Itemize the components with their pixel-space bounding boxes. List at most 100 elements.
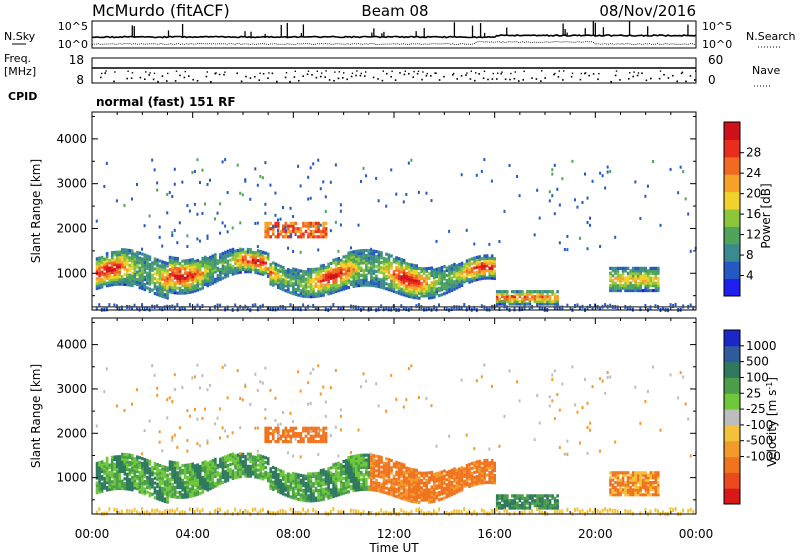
power-cell — [95, 219, 98, 223]
power-cell — [410, 285, 413, 289]
power-cell — [241, 260, 245, 264]
power-cell — [629, 281, 632, 285]
power-cell — [551, 194, 554, 198]
power-cell — [294, 290, 298, 294]
power-cell — [641, 266, 645, 270]
velocity-cell — [251, 460, 255, 464]
velocity-cell — [123, 467, 127, 471]
velocity-cell — [287, 429, 290, 433]
power-cell — [309, 290, 313, 294]
power-cell — [118, 277, 122, 281]
velocity-cell — [344, 468, 348, 473]
nave-point — [672, 74, 674, 77]
power-cell — [209, 272, 212, 277]
power-cell — [246, 252, 250, 257]
power-cell — [329, 291, 333, 295]
power-cell — [274, 307, 277, 312]
velocity-cell — [344, 464, 348, 468]
velocity-cell — [458, 481, 461, 486]
power-cell — [163, 261, 167, 265]
power-cell — [239, 270, 242, 274]
nave-point — [166, 80, 168, 82]
velocity-cell — [183, 488, 187, 492]
power-cell — [541, 290, 544, 294]
velocity-cell — [450, 468, 454, 472]
power-cell — [259, 269, 262, 273]
velocity-cell — [322, 478, 325, 482]
power-cell — [193, 264, 197, 268]
velocity-cell — [181, 481, 184, 485]
power-cell — [377, 199, 380, 203]
nave-point — [148, 74, 150, 76]
power-cell — [337, 256, 340, 261]
power-cell — [546, 302, 549, 306]
velocity-cell — [236, 453, 240, 457]
velocity-cell — [405, 490, 408, 495]
power-cell — [289, 229, 293, 234]
power-cell — [118, 265, 122, 269]
power-cell — [153, 267, 157, 271]
power-cell — [367, 271, 371, 275]
power-cell — [312, 292, 315, 296]
power-cell — [309, 287, 313, 291]
power-cell — [163, 295, 167, 299]
velocity-cell — [234, 471, 237, 475]
velocity-cell — [458, 484, 461, 488]
nave-point — [149, 72, 151, 74]
power-cell — [254, 253, 257, 257]
velocity-cell — [110, 463, 114, 467]
nave-point — [205, 75, 208, 78]
power-cell — [440, 268, 444, 272]
velocity-cell — [251, 457, 255, 461]
velocity-cell — [334, 469, 338, 473]
velocity-cell — [256, 458, 260, 462]
power-cell — [546, 297, 549, 301]
power-cell — [241, 255, 245, 259]
power-cell — [415, 281, 418, 285]
velocity-cell — [120, 469, 124, 473]
power-cell — [319, 229, 323, 234]
power-cell — [420, 289, 424, 293]
velocity-cell — [372, 454, 376, 458]
power-cell — [475, 255, 479, 259]
velocity-cell — [367, 487, 371, 492]
velocity-cell — [430, 475, 434, 479]
nave-point — [557, 75, 560, 78]
power-cell — [188, 258, 192, 262]
velocity-cell — [445, 510, 448, 515]
power-cell — [105, 274, 109, 278]
power-cell — [120, 262, 124, 267]
power-cell — [407, 292, 411, 296]
power-cell — [589, 216, 592, 220]
velocity-cell — [209, 384, 212, 388]
power-cell — [332, 280, 335, 285]
velocity-cell — [224, 472, 227, 476]
power-cell — [307, 221, 310, 225]
power-cell — [448, 282, 451, 286]
power-cell — [196, 158, 199, 162]
power-cell — [206, 256, 210, 261]
velocity-cell — [198, 481, 202, 486]
power-cell — [110, 258, 114, 262]
power-cell — [146, 276, 149, 280]
power-cell — [329, 180, 332, 184]
velocity-cell — [412, 490, 416, 494]
velocity-cell — [478, 464, 481, 468]
power-cell — [407, 272, 411, 276]
velocity-cell — [365, 465, 368, 469]
power-cell — [146, 259, 149, 263]
power-cell — [654, 286, 658, 290]
power-cell — [392, 270, 396, 274]
velocity-cell — [470, 466, 474, 470]
velocity-cell — [352, 484, 356, 488]
power-cell — [634, 281, 637, 285]
power-cell — [339, 273, 343, 277]
power-cell — [621, 266, 625, 270]
velocity-cell — [443, 476, 446, 481]
power-cell — [219, 275, 222, 279]
power-cell — [362, 248, 366, 253]
velocity-cell — [319, 493, 323, 497]
power-cell — [236, 251, 240, 255]
power-cell — [196, 283, 200, 287]
velocity-cell — [166, 508, 169, 513]
